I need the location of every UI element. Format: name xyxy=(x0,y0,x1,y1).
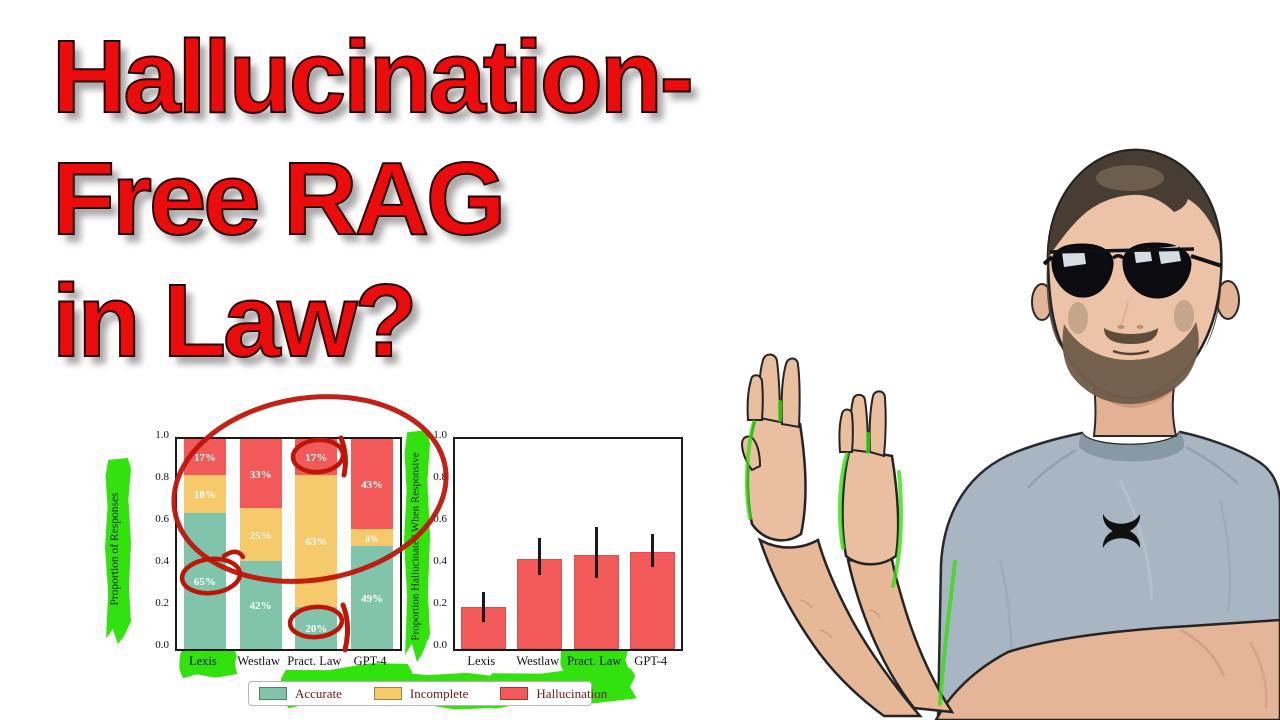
collar xyxy=(1079,432,1184,462)
bar-value-label: 25% xyxy=(249,529,272,542)
title-line-2: Free RAG xyxy=(51,140,507,257)
bar-value-label: 20% xyxy=(305,623,328,636)
title-line-3: in Law? xyxy=(51,262,418,379)
bar-value-label: 8% xyxy=(365,533,379,544)
x-tick-label: Lexis xyxy=(467,654,496,668)
right-ear xyxy=(1216,280,1240,320)
hallucination-swatch-icon xyxy=(500,687,529,700)
left-forearm xyxy=(757,537,923,718)
left-ear xyxy=(1031,283,1053,321)
legend-item-accurate: Accurate xyxy=(259,686,342,702)
y-tick-label: 0.6 xyxy=(155,513,169,525)
x-tick-label: Westlaw xyxy=(516,654,560,668)
y-tick-label: 0.4 xyxy=(155,555,169,567)
under-armour-logo xyxy=(1102,514,1141,548)
sunglasses xyxy=(1042,242,1223,299)
face xyxy=(1046,148,1223,400)
bar-value-label: 17% xyxy=(305,452,328,464)
legend-item-incomplete: Incomplete xyxy=(373,685,469,702)
x-tick-label: GPT-4 xyxy=(353,654,387,668)
y-tick-label: 0.0 xyxy=(433,639,447,651)
y-tick-label: 0.4 xyxy=(433,555,447,567)
y-tick-label: 0.6 xyxy=(433,513,447,525)
error-bar xyxy=(481,592,485,622)
y-tick-label: 1.0 xyxy=(155,429,169,441)
bar-value-label: 33% xyxy=(249,468,272,481)
y-tick-label: 0.8 xyxy=(433,471,447,483)
right-hand xyxy=(838,390,900,566)
left-hand xyxy=(740,353,807,542)
legend-label-incomplete: Incomplete xyxy=(409,685,469,701)
x-tick-label: Pract. Law xyxy=(287,654,342,668)
right-chart-ylabel: Proportion Hallucinated When Responsive xyxy=(409,452,422,641)
person xyxy=(740,148,1280,720)
y-tick-label: 0.8 xyxy=(155,471,169,483)
tshirt xyxy=(936,430,1280,720)
y-tick-label: 0.0 xyxy=(155,639,169,651)
bar-value-label: 65% xyxy=(193,575,216,588)
chart-legend: Accurate Incomplete Hallucination xyxy=(248,681,607,706)
hallucination-rate-bar-chart xyxy=(453,437,683,651)
accurate-swatch-icon xyxy=(259,687,287,700)
highlight-left-ylabel xyxy=(105,458,131,644)
hair xyxy=(1048,150,1220,258)
hallucination-bar xyxy=(630,552,676,649)
x-tick-label: Lexis xyxy=(188,654,217,668)
bar-value-label: 18% xyxy=(193,488,216,501)
greenscreen-fringe xyxy=(744,400,957,706)
error-bar xyxy=(538,537,542,576)
y-tick-label: 0.2 xyxy=(433,597,447,609)
mustache xyxy=(1104,328,1158,344)
left-chart-ylabel: Proportion of Responses xyxy=(109,492,121,606)
legend-label-accurate: Accurate xyxy=(295,685,342,701)
beard xyxy=(1062,322,1199,404)
x-tick-label: Pract. Law xyxy=(567,654,622,668)
legend-label-hallucination: Hallucination xyxy=(536,685,608,701)
bar-value-label: 49% xyxy=(361,592,384,605)
y-tick-label: 1.0 xyxy=(433,429,447,441)
bar-value-label: 43% xyxy=(361,479,384,492)
error-bar xyxy=(651,533,655,568)
error-bar xyxy=(594,527,598,578)
incomplete-swatch-icon xyxy=(373,687,402,700)
x-tick-label: Westlaw xyxy=(237,654,280,668)
crossed-forearm xyxy=(934,618,1280,720)
x-tick-label: GPT-4 xyxy=(634,654,668,668)
stacked-bar-chart: 65% 18% 17% 42% 25% 33% 20% 63% 17% 49% 8% 43% xyxy=(175,437,402,651)
right-forearm xyxy=(846,545,955,714)
y-tick-label: 0.2 xyxy=(155,597,169,609)
bar-value-label: 63% xyxy=(305,536,328,548)
bar-value-label: 42% xyxy=(249,600,272,613)
title-line-1: Hallucination- xyxy=(51,18,695,135)
bar-value-label: 17% xyxy=(193,452,216,464)
neck xyxy=(1092,381,1178,437)
legend-item-hallucination: Hallucination xyxy=(500,686,607,702)
page-title: Hallucination- Free RAG in Law? xyxy=(51,16,695,382)
